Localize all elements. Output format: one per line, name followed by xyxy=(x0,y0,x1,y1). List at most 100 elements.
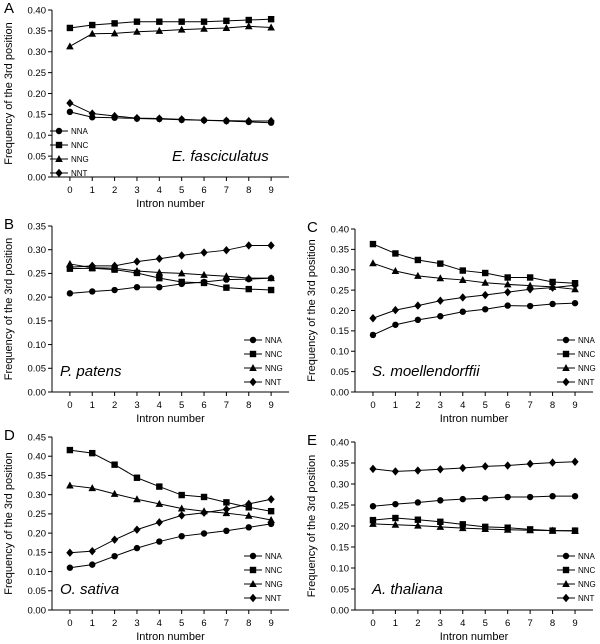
y-tick-label: 0.00 xyxy=(331,387,350,398)
x-tick-label: 0 xyxy=(67,185,72,196)
data-point xyxy=(549,300,556,308)
legend-entry: NNC xyxy=(557,566,596,575)
data-point xyxy=(436,465,444,474)
y-tick-label: 0.20 xyxy=(331,306,350,317)
data-point xyxy=(133,474,141,481)
x-tick-label: 7 xyxy=(224,400,229,411)
y-tick-label: 0.25 xyxy=(28,68,47,79)
data-point xyxy=(459,495,466,503)
data-point xyxy=(571,527,579,535)
data-point xyxy=(482,269,489,277)
legend-entry: NNG xyxy=(244,580,283,589)
y-tick-label: 0.35 xyxy=(331,458,350,469)
legend-label: NNT xyxy=(71,169,88,178)
data-point xyxy=(369,314,377,323)
legend-marker xyxy=(562,580,570,587)
y-tick-label: 0.35 xyxy=(28,221,47,232)
legend-entry: NNA xyxy=(50,127,89,136)
data-point xyxy=(88,261,96,271)
legend-label: NNT xyxy=(265,378,282,387)
species-name: A. thaliana xyxy=(371,581,443,598)
data-point xyxy=(267,507,275,515)
data-point xyxy=(526,302,534,310)
data-point xyxy=(88,109,96,118)
data-point xyxy=(437,313,444,320)
y-tick-label: 0.15 xyxy=(28,316,47,327)
y-tick-label: 0.25 xyxy=(28,269,47,280)
data-point xyxy=(503,280,512,288)
data-point xyxy=(66,290,74,297)
data-point xyxy=(571,281,579,290)
data-point xyxy=(89,449,96,457)
data-point xyxy=(437,518,444,525)
legend-label: NNC xyxy=(578,350,596,359)
data-point xyxy=(66,24,74,32)
series-line xyxy=(69,102,272,122)
data-point xyxy=(482,495,489,502)
data-point xyxy=(392,321,399,328)
data-point xyxy=(504,493,511,501)
panel-label: B xyxy=(4,216,14,233)
data-point xyxy=(133,27,141,35)
data-point xyxy=(66,481,74,489)
data-point xyxy=(110,489,119,497)
data-point xyxy=(391,467,400,476)
x-tick-label: 3 xyxy=(438,400,443,411)
data-point xyxy=(156,18,163,25)
y-tick-label: 0.40 xyxy=(331,224,350,235)
data-point xyxy=(526,493,534,501)
data-point xyxy=(526,274,534,281)
series-nnc xyxy=(369,240,579,287)
data-point xyxy=(156,483,163,490)
y-tick-label: 0.25 xyxy=(331,285,350,296)
data-point xyxy=(504,274,511,281)
data-point xyxy=(549,492,556,500)
data-point xyxy=(66,564,74,571)
series-nna xyxy=(369,299,579,339)
data-point xyxy=(391,266,400,274)
y-tick-label: 0.00 xyxy=(28,605,47,616)
species-name: O. sativa xyxy=(60,581,119,598)
y-tick-label: 0.40 xyxy=(28,452,47,463)
legend-marker xyxy=(249,593,257,603)
data-point xyxy=(549,278,556,286)
legend-marker xyxy=(562,336,570,344)
legend-label: NNC xyxy=(265,566,283,575)
legend-marker xyxy=(249,364,257,371)
x-tick-label: 4 xyxy=(460,400,465,411)
x-tick-label: 9 xyxy=(572,400,577,411)
legend-label: NNG xyxy=(265,580,283,589)
data-point xyxy=(459,308,466,315)
data-point xyxy=(200,18,208,25)
legend-label: NNA xyxy=(578,552,596,561)
series-line xyxy=(69,484,272,521)
data-point xyxy=(89,21,96,29)
data-point xyxy=(267,15,275,23)
data-point xyxy=(392,500,399,508)
series-line xyxy=(372,284,576,319)
x-tick-label: 6 xyxy=(505,400,510,411)
data-point xyxy=(133,525,141,534)
legend-label: NNG xyxy=(578,580,596,589)
data-point xyxy=(481,290,489,300)
y-tick-label: 0.10 xyxy=(331,347,350,358)
data-point xyxy=(133,113,141,123)
legend-entry: NNT xyxy=(50,168,88,178)
y-tick-label: 0.20 xyxy=(28,528,47,539)
legend-entry: NNG xyxy=(557,364,596,373)
x-tick-label: 9 xyxy=(268,400,273,411)
series-nnt xyxy=(66,98,275,126)
legend-marker xyxy=(249,336,257,344)
panel-label: C xyxy=(307,219,318,236)
data-point xyxy=(369,464,377,474)
x-tick-label: 7 xyxy=(527,618,532,629)
species-name: P. patens xyxy=(60,363,122,380)
series-line xyxy=(372,262,576,290)
data-point xyxy=(200,116,208,125)
panel-label: D xyxy=(4,427,15,444)
data-point xyxy=(369,519,377,527)
series-nnc xyxy=(66,446,275,515)
x-tick-label: 3 xyxy=(134,185,139,196)
y-axis-label: Frequency of the 3rd position xyxy=(3,238,15,380)
series-nnt xyxy=(369,457,579,476)
